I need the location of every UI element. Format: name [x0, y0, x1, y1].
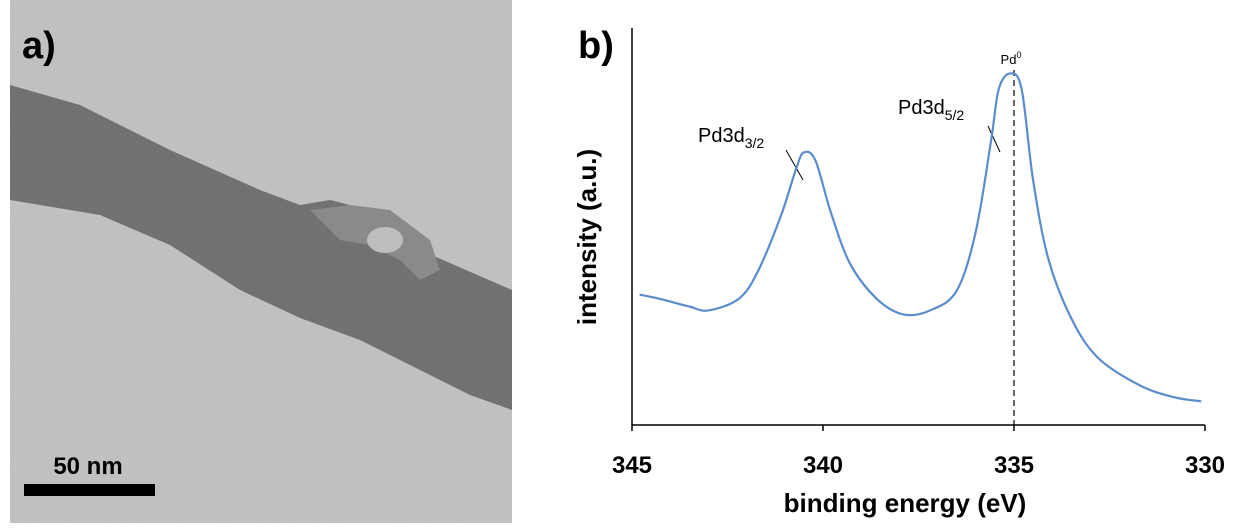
x-tick-label: 330: [1185, 452, 1225, 479]
panel-label: b): [578, 25, 614, 67]
image-grain: [10, 0, 512, 523]
annotation-sup: 0: [1016, 50, 1021, 60]
annotation-sub: 5/2: [945, 107, 965, 123]
leader-line: [987, 125, 1001, 153]
x-tick-label: 335: [994, 452, 1034, 479]
spectrum-line: [639, 72, 1202, 403]
scale-bar: [24, 484, 155, 496]
annotation-sub: 3/2: [745, 135, 765, 151]
annotation: Pd3d5/2: [898, 97, 964, 123]
x-tick-label: 340: [803, 452, 843, 479]
annotation: Pd0: [1001, 50, 1022, 67]
annotation-text: Pd3d: [698, 125, 745, 147]
annotation-text: Pd: [1001, 52, 1017, 67]
scale-bar-label: 50 nm: [53, 453, 122, 480]
y-axis-label: intensity (a.u.): [572, 149, 602, 325]
x-tick-label: 345: [612, 452, 652, 479]
leader-line: [785, 149, 804, 181]
tem-image: a) 50 nm: [10, 0, 512, 523]
annotation: Pd3d3/2: [698, 125, 764, 151]
x-axis-label: binding energy (eV): [784, 488, 1027, 518]
annotation-text: Pd3d: [898, 97, 945, 119]
panel-label: a): [22, 25, 56, 67]
